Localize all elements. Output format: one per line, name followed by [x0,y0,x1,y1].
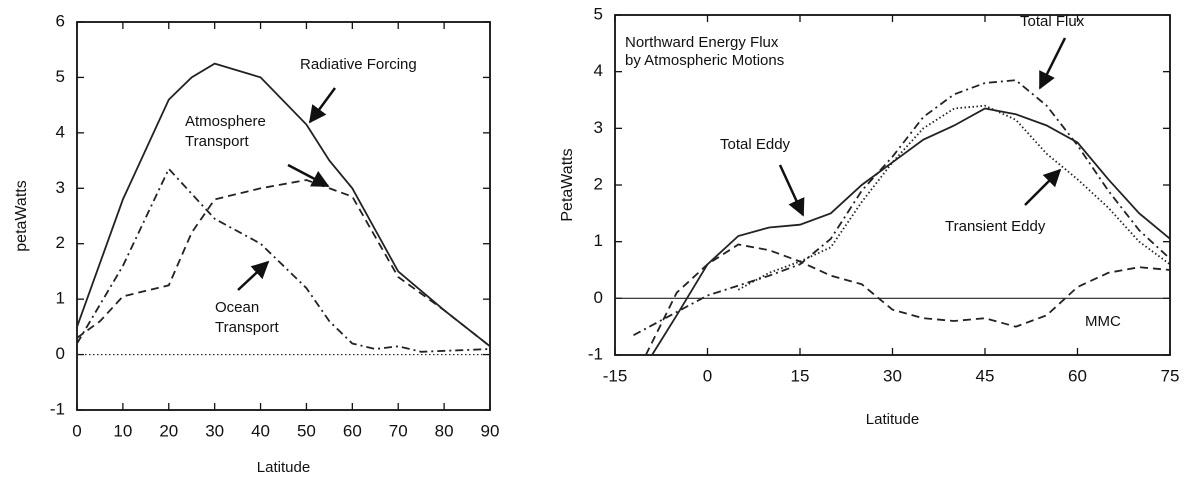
x-tick-label: -15 [603,366,628,385]
y-tick-label: -1 [588,344,603,363]
y-tick-label: 2 [56,233,65,252]
x-tick-label: 90 [481,421,500,440]
annotation-arrow [287,163,330,188]
series-line [76,167,491,353]
x-tick-label: 80 [435,421,454,440]
x-tick-label: 20 [159,421,178,440]
x-tick-label: 10 [113,421,132,440]
y-tick-label: 0 [56,344,65,363]
series-annotation: Radiative Forcing [300,56,417,73]
x-tick-label: 30 [883,366,902,385]
series-line [76,62,491,348]
x-tick-label: 45 [976,366,995,385]
annotation-arrow [778,164,805,217]
x-tick-label: 50 [297,421,316,440]
y-tick-label: 4 [56,122,65,141]
x-tick-label: 60 [343,421,362,440]
annotation-arrow [237,260,270,291]
x-tick-label: 0 [72,421,81,440]
series-annotation: Total Flux [1020,13,1085,30]
x-axis-label: Latitude [257,459,310,476]
x-tick-label: 75 [1161,366,1180,385]
y-tick-label: 2 [594,174,603,193]
y-axis-label: petaWatts [13,180,30,251]
y-tick-label: 3 [56,178,65,197]
series-line [651,107,1171,356]
y-tick-label: 0 [594,288,603,307]
y-tick-label: 3 [594,118,603,137]
x-tick-label: 60 [1068,366,1087,385]
y-tick-label: 4 [594,61,603,80]
x-tick-label: 30 [205,421,224,440]
y-tick-label: -1 [50,399,65,418]
chart-title: Northward Energy Flux by Atmospheric Mot… [625,34,784,69]
x-tick-label: 70 [389,421,408,440]
series-annotation: MMC [1085,313,1121,330]
series-line [737,104,1171,291]
annotation-arrow [1024,168,1062,206]
y-tick-label: 5 [594,4,603,23]
y-tick-label: 6 [56,11,65,30]
series-annotation: Total Eddy [720,136,791,153]
y-axis-label: PetaWatts [559,148,576,221]
series-line [633,79,1171,336]
y-tick-label: 5 [56,67,65,86]
series-line [644,243,1171,356]
y-tick-label: 1 [56,289,65,308]
series-annotation: Ocean Transport [215,299,279,336]
series-annotation: Atmosphere Transport [185,113,270,150]
plot-frame [76,21,491,411]
annotation-arrow [1038,37,1067,90]
x-tick-label: 15 [791,366,810,385]
x-tick-label: 0 [703,366,712,385]
x-axis-label: Latitude [866,411,919,428]
x-tick-label: 40 [251,421,270,440]
y-tick-label: 1 [594,231,603,250]
annotation-arrow [308,87,337,124]
series-annotation: Transient Eddy [945,218,1046,235]
series-line [76,179,491,348]
